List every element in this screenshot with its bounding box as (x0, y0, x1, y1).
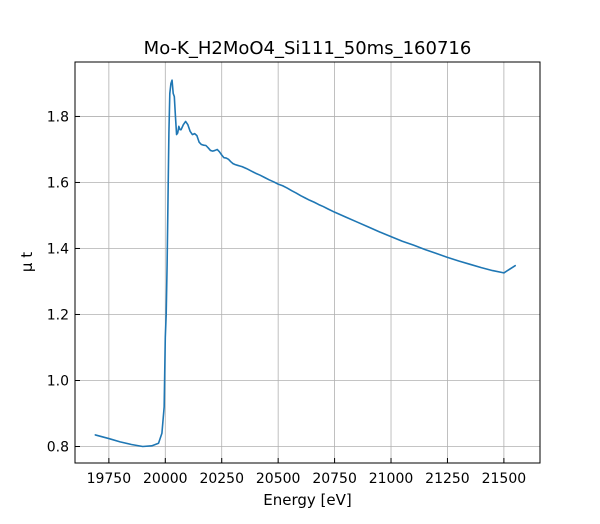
y-axis-label: μ t (18, 252, 36, 272)
y-tick-label: 1.6 (47, 175, 69, 191)
y-tick-label: 1.2 (47, 307, 69, 323)
x-tick-label: 20500 (256, 471, 301, 487)
y-tick-label: 1.4 (47, 241, 69, 257)
y-tick-label: 0.8 (47, 439, 69, 455)
x-ticks: 19750 20000 20250 20500 20750 21000 21250 21500 (87, 458, 527, 487)
y-ticks: 0.8 1.0 1.2 1.4 1.6 1.8 (47, 109, 80, 455)
plot-frame (74, 61, 541, 464)
series-layer (94, 79, 516, 448)
x-axis-label: Energy [eV] (263, 491, 351, 509)
x-tick-label: 20000 (143, 471, 188, 487)
grid (75, 62, 540, 463)
x-tick-label: 20750 (312, 471, 357, 487)
y-tick-label: 1.0 (47, 373, 69, 389)
x-tick-label: 21500 (482, 471, 527, 487)
x-tick-label: 21000 (369, 471, 414, 487)
x-tick-label: 19750 (87, 471, 132, 487)
x-tick-label: 21250 (425, 471, 470, 487)
series-line (94, 79, 516, 448)
x-tick-label: 20250 (199, 471, 244, 487)
y-tick-label: 1.8 (47, 109, 69, 125)
chart-title: Mo-K_H2MoO4_Si111_50ms_160716 (144, 38, 472, 59)
